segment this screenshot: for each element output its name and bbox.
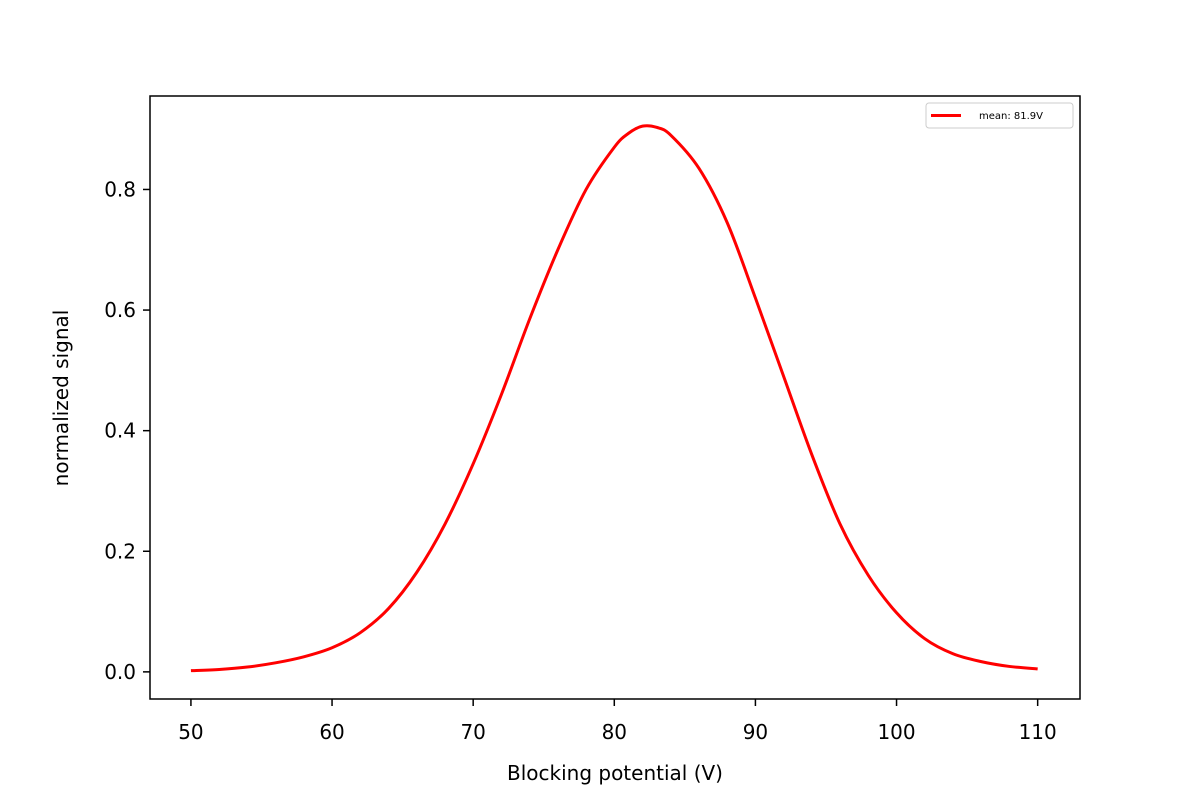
x-tick-label: 100 [877,720,915,744]
plot-area [190,124,1038,673]
legend-box [925,102,1074,129]
series-line [190,124,1038,673]
legend: mean: 81.9V [925,102,1074,129]
x-axis-label: Blocking potential (V) [507,761,723,785]
x-axis-ticks: 50 60 70 80 90 100 110 [178,699,1057,744]
y-tick-label: 0.6 [104,298,136,322]
x-tick-label: 80 [602,720,627,744]
y-tick-label: 0.0 [104,660,136,684]
x-tick-label: 60 [319,720,344,744]
y-tick-label: 0.4 [104,419,136,443]
y-axis-ticks: 0.0 0.2 0.4 0.6 0.8 [104,177,150,684]
x-tick-label: 50 [178,720,203,744]
y-tick-label: 0.2 [104,539,136,563]
x-tick-label: 70 [460,720,485,744]
axes-frame [149,95,1081,700]
legend-entry-label: mean: 81.9V [979,111,1043,122]
x-tick-label: 110 [1019,720,1057,744]
y-tick-label: 0.8 [104,177,136,201]
x-tick-label: 90 [743,720,768,744]
y-axis-label: normalized signal [49,310,73,487]
